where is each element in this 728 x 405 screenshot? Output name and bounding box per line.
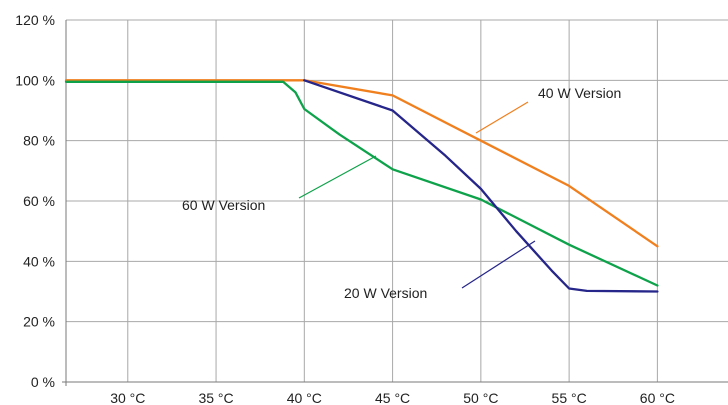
x-tick-label: 35 °C — [198, 390, 233, 405]
series-line-40-w-version — [64, 79, 659, 248]
x-tick-label: 50 °C — [463, 390, 498, 405]
y-tick-label: 120 % — [15, 12, 55, 28]
annotation-leader-line — [461, 240, 536, 289]
series-annotations: 40 W Version 60 W Version 20 W Version — [182, 85, 621, 301]
grid-lines — [66, 19, 728, 382]
annotation-label: 20 W Version — [344, 285, 427, 301]
y-tick-label: 0 % — [31, 374, 55, 390]
x-tick-label: 55 °C — [552, 390, 587, 405]
annotation-leader-line — [475, 101, 529, 134]
annotation-leader-line — [298, 155, 377, 199]
annotation-label: 60 W Version — [182, 197, 265, 213]
x-tick-label: 60 °C — [640, 390, 675, 405]
annotation-label: 40 W Version — [538, 85, 621, 101]
y-tick-label: 40 % — [23, 253, 55, 269]
y-tick-label: 100 % — [15, 72, 55, 88]
y-tick-label: 60 % — [23, 193, 55, 209]
series-line-20-w-version — [303, 79, 659, 293]
x-tick-label: 45 °C — [375, 390, 410, 405]
x-tick-label: 30 °C — [110, 390, 145, 405]
series-lines — [64, 79, 659, 293]
series-line-60-w-version — [64, 80, 659, 287]
x-axis-tick-labels: 30 °C 35 °C 40 °C 45 °C 50 °C 55 °C 60 °C — [110, 390, 675, 405]
x-tick-label: 40 °C — [287, 390, 322, 405]
y-tick-label: 20 % — [23, 314, 55, 330]
y-tick-label: 80 % — [23, 133, 55, 149]
y-axis-tick-labels: 0 % 20 % 40 % 60 % 80 % 100 % 120 % — [15, 12, 55, 390]
